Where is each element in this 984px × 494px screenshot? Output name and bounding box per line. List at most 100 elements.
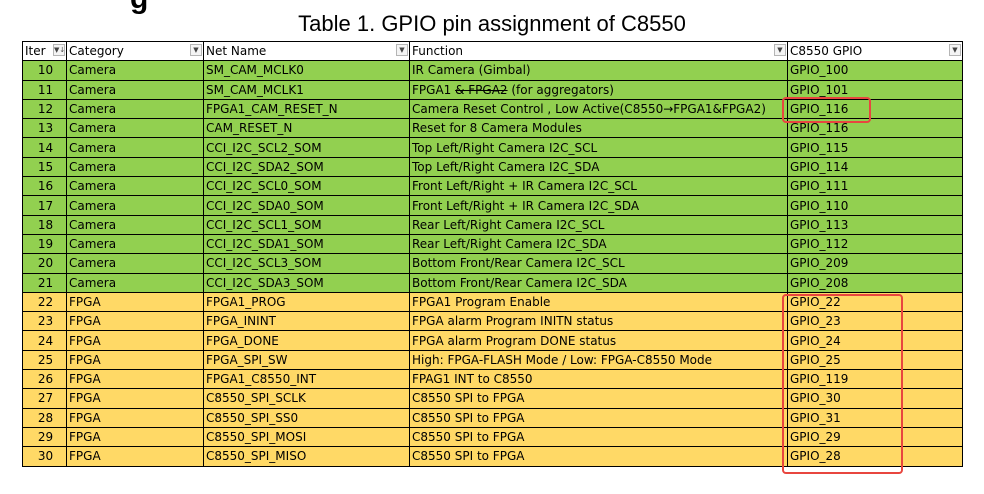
- cell-function[interactable]: High: FPGA-FLASH Mode / Low: FPGA-C8550 …: [410, 350, 788, 369]
- cell-item[interactable]: 28: [23, 408, 67, 427]
- cell-gpio[interactable]: GPIO_22: [788, 292, 963, 311]
- cell-net-name[interactable]: FPGA1_PROG: [204, 292, 410, 311]
- cell-function[interactable]: FPAG1 INT to C8550: [410, 370, 788, 389]
- cell-net-name[interactable]: CCI_I2C_SCL3_SOM: [204, 254, 410, 273]
- cell-gpio[interactable]: GPIO_116: [788, 99, 963, 118]
- cell-net-name[interactable]: FPGA1_C8550_INT: [204, 370, 410, 389]
- cell-item[interactable]: 23: [23, 312, 67, 331]
- sort-filter-icon[interactable]: ▼↓: [53, 44, 65, 56]
- filter-dropdown-icon[interactable]: ▼: [396, 44, 408, 56]
- cell-gpio[interactable]: GPIO_100: [788, 61, 963, 80]
- cell-net-name[interactable]: C8550_SPI_MISO: [204, 447, 410, 466]
- cell-function[interactable]: Rear Left/Right Camera I2C_SCL: [410, 215, 788, 234]
- cell-item[interactable]: 11: [23, 80, 67, 99]
- cell-function[interactable]: C8550 SPI to FPGA: [410, 447, 788, 466]
- cell-category[interactable]: FPGA: [67, 370, 204, 389]
- cell-net-name[interactable]: CCI_I2C_SDA2_SOM: [204, 157, 410, 176]
- cell-net-name[interactable]: C8550_SPI_MOSI: [204, 427, 410, 446]
- cell-function[interactable]: C8550 SPI to FPGA: [410, 389, 788, 408]
- cell-category[interactable]: Camera: [67, 157, 204, 176]
- filter-dropdown-icon[interactable]: ▼: [949, 44, 961, 56]
- cell-function[interactable]: Bottom Front/Rear Camera I2C_SCL: [410, 254, 788, 273]
- cell-category[interactable]: FPGA: [67, 312, 204, 331]
- cell-net-name[interactable]: FPGA1_CAM_RESET_N: [204, 99, 410, 118]
- cell-gpio[interactable]: GPIO_28: [788, 447, 963, 466]
- cell-item[interactable]: 18: [23, 215, 67, 234]
- cell-item[interactable]: 26: [23, 370, 67, 389]
- cell-category[interactable]: FPGA: [67, 389, 204, 408]
- cell-item[interactable]: 14: [23, 138, 67, 157]
- cell-item[interactable]: 24: [23, 331, 67, 350]
- cell-net-name[interactable]: CCI_I2C_SCL0_SOM: [204, 177, 410, 196]
- cell-function[interactable]: Rear Left/Right Camera I2C_SDA: [410, 234, 788, 253]
- cell-gpio[interactable]: GPIO_31: [788, 408, 963, 427]
- cell-gpio[interactable]: GPIO_101: [788, 80, 963, 99]
- cell-function[interactable]: C8550 SPI to FPGA: [410, 408, 788, 427]
- cell-net-name[interactable]: C8550_SPI_SCLK: [204, 389, 410, 408]
- cell-net-name[interactable]: FPGA_DONE: [204, 331, 410, 350]
- cell-item[interactable]: 22: [23, 292, 67, 311]
- column-header-gpio[interactable]: C8550 GPIO ▼: [788, 42, 963, 61]
- cell-net-name[interactable]: FPGA_ININT: [204, 312, 410, 331]
- cell-function[interactable]: Top Left/Right Camera I2C_SDA: [410, 157, 788, 176]
- filter-dropdown-icon[interactable]: ▼: [774, 44, 786, 56]
- cell-function[interactable]: Camera Reset Control , Low Active(C8550→…: [410, 99, 788, 118]
- cell-item[interactable]: 16: [23, 177, 67, 196]
- cell-category[interactable]: Camera: [67, 273, 204, 292]
- column-header-net-name[interactable]: Net Name ▼: [204, 42, 410, 61]
- cell-category[interactable]: Camera: [67, 119, 204, 138]
- cell-function[interactable]: FPGA1 & FPGA2 (for aggregators): [410, 80, 788, 99]
- cell-function[interactable]: Top Left/Right Camera I2C_SCL: [410, 138, 788, 157]
- cell-function[interactable]: IR Camera (Gimbal): [410, 61, 788, 80]
- cell-category[interactable]: Camera: [67, 254, 204, 273]
- cell-gpio[interactable]: GPIO_29: [788, 427, 963, 446]
- cell-item[interactable]: 17: [23, 196, 67, 215]
- cell-gpio[interactable]: GPIO_111: [788, 177, 963, 196]
- cell-function[interactable]: FPGA alarm Program INITN status: [410, 312, 788, 331]
- cell-category[interactable]: FPGA: [67, 292, 204, 311]
- cell-gpio[interactable]: GPIO_112: [788, 234, 963, 253]
- cell-item[interactable]: 13: [23, 119, 67, 138]
- cell-category[interactable]: FPGA: [67, 331, 204, 350]
- cell-gpio[interactable]: GPIO_116: [788, 119, 963, 138]
- cell-category[interactable]: FPGA: [67, 447, 204, 466]
- cell-net-name[interactable]: SM_CAM_MCLK0: [204, 61, 410, 80]
- cell-function[interactable]: FPGA1 Program Enable: [410, 292, 788, 311]
- cell-category[interactable]: Camera: [67, 196, 204, 215]
- cell-function[interactable]: Front Left/Right + IR Camera I2C_SDA: [410, 196, 788, 215]
- cell-net-name[interactable]: SM_CAM_MCLK1: [204, 80, 410, 99]
- cell-function[interactable]: Reset for 8 Camera Modules: [410, 119, 788, 138]
- column-header-function[interactable]: Function ▼: [410, 42, 788, 61]
- cell-category[interactable]: Camera: [67, 138, 204, 157]
- cell-net-name[interactable]: CCI_I2C_SCL1_SOM: [204, 215, 410, 234]
- cell-net-name[interactable]: FPGA_SPI_SW: [204, 350, 410, 369]
- cell-gpio[interactable]: GPIO_24: [788, 331, 963, 350]
- cell-item[interactable]: 30: [23, 447, 67, 466]
- cell-category[interactable]: FPGA: [67, 408, 204, 427]
- cell-net-name[interactable]: CAM_RESET_N: [204, 119, 410, 138]
- cell-item[interactable]: 27: [23, 389, 67, 408]
- cell-category[interactable]: FPGA: [67, 427, 204, 446]
- cell-item[interactable]: 21: [23, 273, 67, 292]
- cell-gpio[interactable]: GPIO_25: [788, 350, 963, 369]
- cell-item[interactable]: 15: [23, 157, 67, 176]
- cell-gpio[interactable]: GPIO_119: [788, 370, 963, 389]
- cell-item[interactable]: 10: [23, 61, 67, 80]
- cell-net-name[interactable]: C8550_SPI_SS0: [204, 408, 410, 427]
- cell-gpio[interactable]: GPIO_23: [788, 312, 963, 331]
- cell-item[interactable]: 12: [23, 99, 67, 118]
- cell-net-name[interactable]: CCI_I2C_SCL2_SOM: [204, 138, 410, 157]
- cell-function[interactable]: FPGA alarm Program DONE status: [410, 331, 788, 350]
- cell-gpio[interactable]: GPIO_110: [788, 196, 963, 215]
- column-header-item[interactable]: Iter ▼↓: [23, 42, 67, 61]
- cell-category[interactable]: Camera: [67, 80, 204, 99]
- cell-net-name[interactable]: CCI_I2C_SDA0_SOM: [204, 196, 410, 215]
- cell-gpio[interactable]: GPIO_115: [788, 138, 963, 157]
- filter-dropdown-icon[interactable]: ▼: [190, 44, 202, 56]
- cell-gpio[interactable]: GPIO_208: [788, 273, 963, 292]
- cell-function[interactable]: Bottom Front/Rear Camera I2C_SDA: [410, 273, 788, 292]
- cell-item[interactable]: 19: [23, 234, 67, 253]
- cell-category[interactable]: Camera: [67, 99, 204, 118]
- cell-net-name[interactable]: CCI_I2C_SDA3_SOM: [204, 273, 410, 292]
- cell-net-name[interactable]: CCI_I2C_SDA1_SOM: [204, 234, 410, 253]
